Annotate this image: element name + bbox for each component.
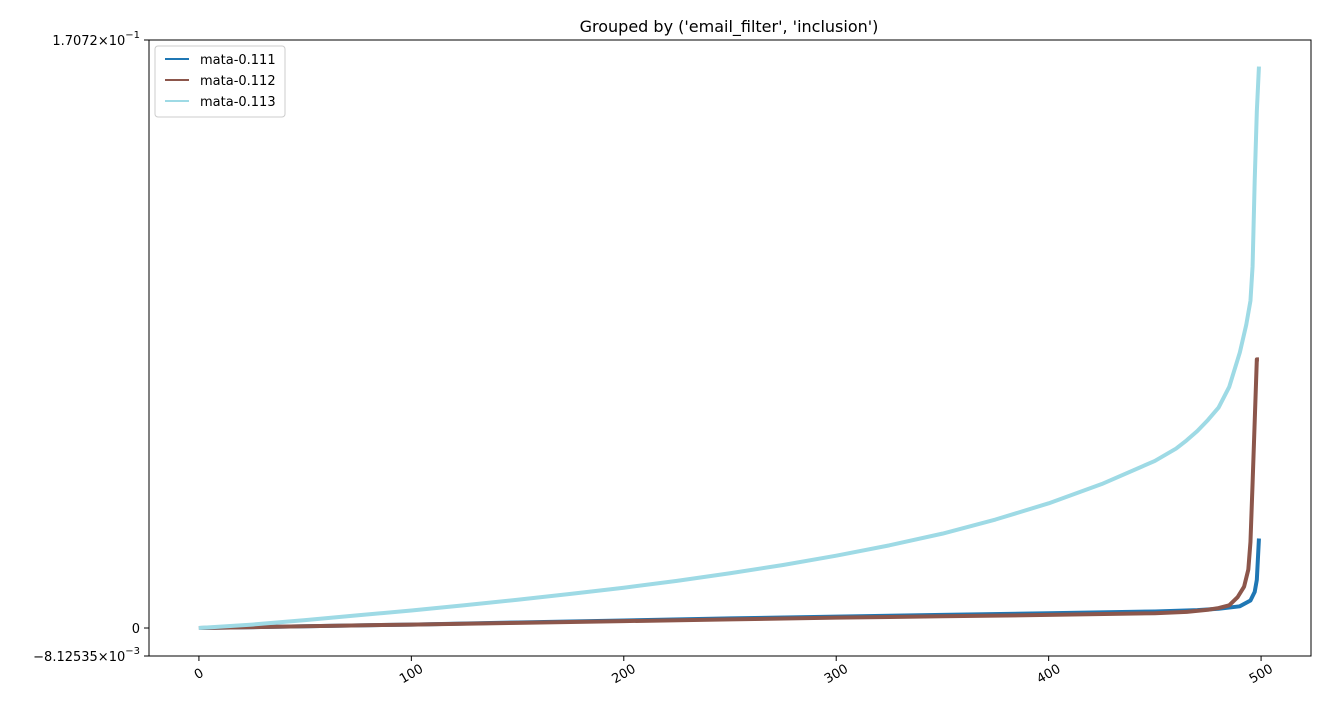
y-tick-label: −8.12535×10−3: [33, 646, 140, 665]
legend-label: mata-0.111: [200, 53, 276, 68]
x-axis: 0 100 200 300 400 500: [192, 656, 1276, 687]
legend-label: mata-0.112: [200, 74, 276, 89]
legend: mata-0.111 mata-0.112 mata-0.113: [154, 45, 286, 118]
series-layer: [198, 66, 1261, 631]
x-tick-label: 100: [397, 662, 426, 687]
series-line-mata-0.112: [198, 357, 1259, 631]
x-tick-label: 0: [192, 666, 207, 683]
x-tick-label: 400: [1034, 662, 1063, 687]
y-tick-label: 1.7072×10−1: [52, 30, 140, 49]
x-tick-label: 500: [1247, 662, 1276, 687]
x-tick-label: 300: [822, 662, 851, 687]
legend-box: [154, 45, 286, 118]
chart-title: Grouped by ('email_filter', 'inclusion'): [580, 17, 879, 37]
plot-frame: [148, 39, 1312, 657]
legend-label: mata-0.113: [200, 95, 276, 110]
y-axis: −8.12535×10−3 0 1.7072×10−1: [33, 30, 149, 665]
x-tick-label: 200: [610, 662, 639, 687]
series-line-mata-0.113: [198, 66, 1261, 631]
y-tick-label: 0: [132, 622, 140, 637]
